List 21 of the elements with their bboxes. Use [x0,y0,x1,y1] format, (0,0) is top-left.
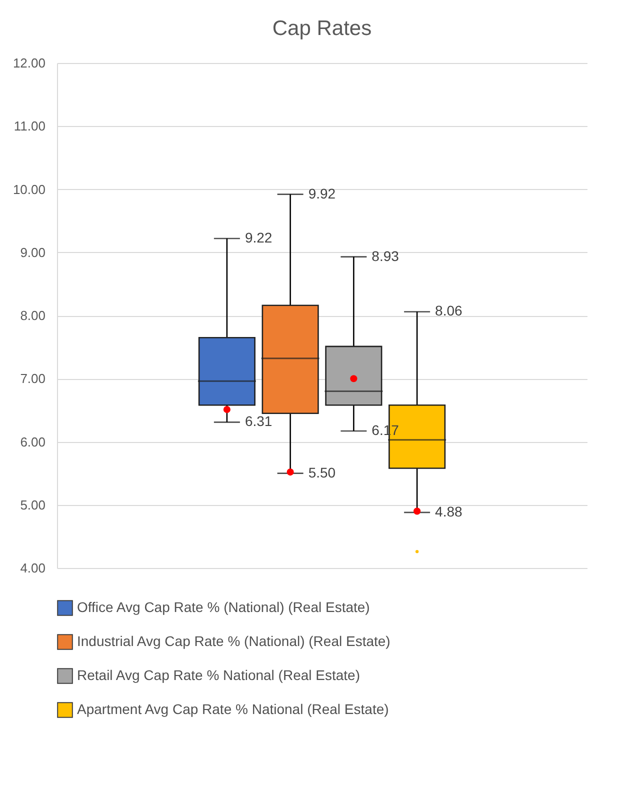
legend-label: Retail Avg Cap Rate % National (Real Estate) [77,667,360,683]
annotation: 4.88 [435,503,463,520]
annotation: 9.22 [244,229,272,246]
annotation: 5.50 [308,464,336,480]
chart-title: Cap Rates [272,17,372,40]
y-tick-label: 4.00 [20,560,46,576]
y-tick-label: 7.00 [20,371,46,386]
y-tick-label: 6.00 [20,434,46,450]
legend-label: Apartment Avg Cap Rate % National (Real Estate) [77,701,389,717]
y-tick-label: 8.00 [20,308,46,323]
annotation: 8.06 [435,302,463,319]
annotation: 6.31 [244,413,272,430]
legend-label: Industrial Avg Cap Rate % (National) (Real Estate) [77,633,390,649]
y-tick-label: 12.00 [12,56,46,70]
annotation: 9.92 [308,185,336,202]
annotation: 8.93 [372,248,400,264]
y-tick-label: 10.00 [12,182,46,197]
y-tick-label: 5.00 [20,497,46,512]
legend-label: Office Avg Cap Rate % (National) (Real Estate) [77,599,370,615]
y-tick-label: 11.00 [14,118,46,134]
y-tick-label: 9.00 [20,244,46,260]
